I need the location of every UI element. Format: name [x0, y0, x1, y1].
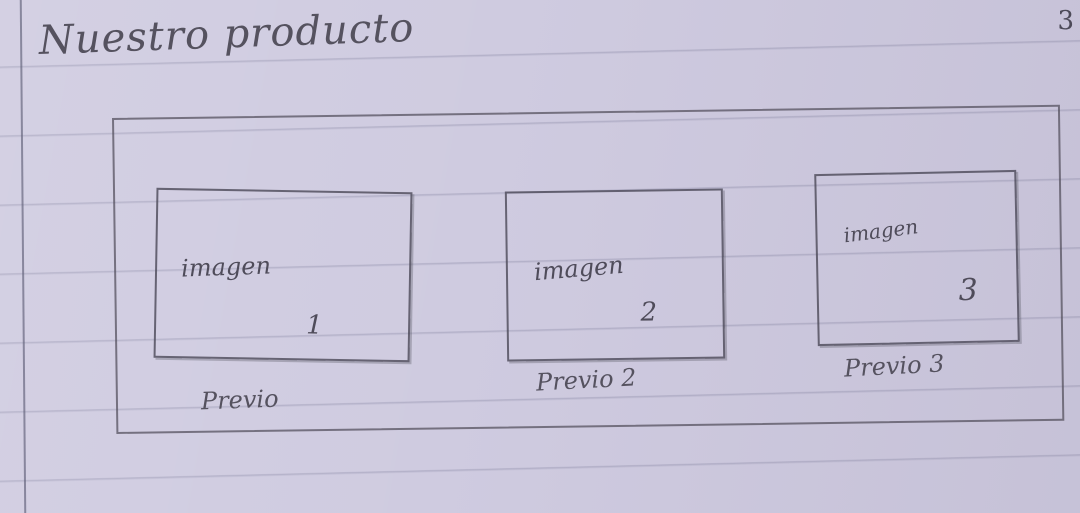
- image-placeholder-number: 2: [640, 297, 658, 328]
- image-placeholder-label: imagen: [180, 251, 272, 283]
- image-placeholder-number: 1: [305, 310, 323, 341]
- product-image-placeholder-1: imagen 1: [153, 187, 413, 363]
- product-caption-2: Previo 2: [535, 363, 638, 397]
- notebook-margin-line: [19, 0, 27, 513]
- page-number-note: 3: [1057, 6, 1074, 36]
- image-placeholder-label: imagen: [532, 250, 625, 287]
- product-image-placeholder-2: imagen 2: [504, 188, 726, 362]
- product-caption-3: Previo 3: [843, 349, 946, 383]
- product-caption-1: Previo: [200, 384, 279, 416]
- product-image-placeholder-3: imagen 3: [814, 169, 1020, 347]
- image-placeholder-number: 3: [958, 272, 979, 309]
- section-heading: Nuestro producto: [38, 4, 416, 64]
- image-placeholder-label: imagen: [842, 214, 920, 248]
